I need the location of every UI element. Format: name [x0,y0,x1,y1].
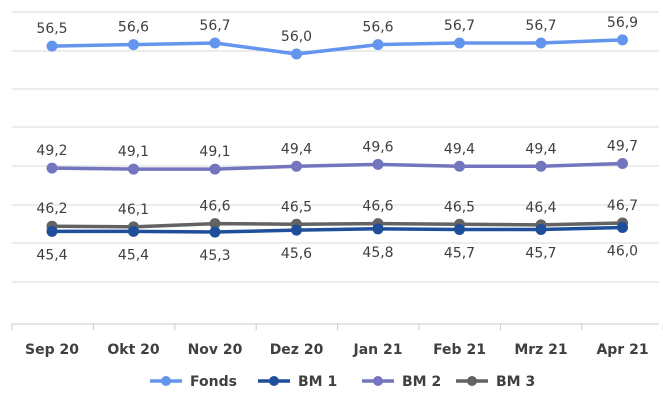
series-line-fonds [51,38,623,56]
data-label: 49,4 [281,141,312,157]
data-label: 56,0 [281,29,312,45]
data-point [291,224,302,236]
x-tick-label: Jan 21 [353,342,403,358]
legend-label: BM 1 [298,374,337,390]
data-label: 49,7 [607,138,638,154]
data-label: 49,6 [362,139,393,155]
data-label: 56,5 [36,21,67,37]
data-point [46,40,58,52]
x-tick-label: Apr 21 [596,342,648,358]
x-tick-label: Nov 20 [188,342,243,358]
data-label: 56,7 [525,18,556,34]
data-label: 56,7 [444,18,475,34]
data-label: 56,6 [118,20,149,36]
data-point [454,160,465,172]
data-label: 46,6 [362,199,393,215]
x-axis: Sep 20 Okt 20 Nov 20 Dez 20 Jan 21 Feb 21 Mrz … [11,324,663,358]
x-tick-label: Okt 20 [107,342,160,358]
legend-item-fonds: Fonds [150,374,237,390]
x-tick-label: Dez 20 [270,342,324,358]
data-point [372,158,384,170]
data-label: 56,7 [199,18,230,34]
legend-marker [373,376,383,386]
legend-item-bm-3: BM 3 [456,374,535,390]
data-label: 49,1 [118,144,149,160]
data-point [46,225,58,237]
legend-marker [269,376,279,386]
data-label: 46,5 [444,199,475,215]
data-label: 49,2 [36,143,67,159]
data-label: 45,6 [281,246,312,262]
data-label: 46,4 [525,200,556,216]
legend-label: Fonds [190,374,237,390]
series-line-bm-1 [52,225,623,234]
legend: Fonds BM 1 BM 2 BM 3 [150,374,535,390]
data-label: 46,6 [199,199,230,215]
x-tick-label: Sep 20 [25,342,79,358]
data-point [291,48,302,60]
data-point [209,226,221,238]
series-group [46,34,628,238]
data-point [617,222,628,233]
data-point [535,160,547,172]
data-label: 45,7 [444,245,475,261]
data-point [454,223,465,235]
data-labels: 49,2 49,1 49,1 49,4 49,6 49,4 49,4 49,7 56,5 56,6… [36,15,638,264]
x-tick-label: Mrz 21 [514,342,567,358]
data-label: 45,4 [118,247,149,263]
data-point [535,37,547,49]
data-label: 46,0 [607,244,638,260]
data-label: 49,1 [199,144,230,160]
legend-item-bm-2: BM 2 [362,374,441,390]
series-line-bm-3 [51,221,623,229]
data-point [209,163,221,175]
data-point [454,37,465,49]
data-label: 45,8 [362,245,393,261]
data-label: 49,4 [525,141,556,157]
data-point [128,163,139,175]
data-label: 46,7 [607,198,638,214]
data-label: 49,4 [444,141,475,157]
x-tick-label: Feb 21 [433,342,486,358]
data-label: 46,2 [36,201,67,217]
data-point [128,39,139,51]
data-label: 46,1 [118,202,149,218]
data-point [46,162,58,174]
data-point [535,223,547,235]
legend-item-bm-1: BM 1 [258,374,337,390]
series-line-bm-2 [51,161,623,171]
data-point [128,225,139,237]
data-point [209,37,221,49]
legend-label: BM 3 [496,374,535,390]
data-label: 45,4 [36,247,67,263]
legend-label: BM 2 [402,374,441,390]
legend-marker [161,376,171,386]
data-point [372,223,384,235]
data-label: 56,9 [607,15,638,31]
legend-marker [467,376,477,386]
data-point [372,39,384,51]
data-point [617,157,628,169]
data-label: 56,6 [362,20,393,36]
data-label: 45,3 [199,248,230,264]
data-point [291,160,302,172]
data-label: 45,7 [525,245,556,261]
data-label: 46,5 [281,199,312,215]
data-point [617,34,628,46]
